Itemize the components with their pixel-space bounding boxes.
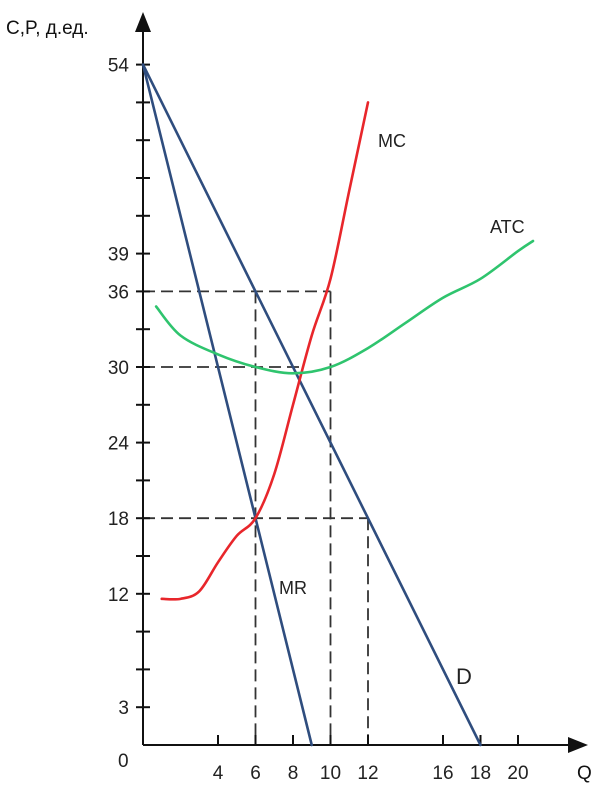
x-tick-label: 18: [470, 763, 491, 784]
y-tick-label: 30: [108, 358, 129, 379]
axes: [135, 12, 588, 753]
series: [141, 63, 535, 747]
x-tick-label: 10: [320, 763, 341, 784]
y-tick-label: 24: [108, 434, 130, 455]
x-tick-label: 6: [250, 763, 261, 784]
origin-label: 0: [118, 751, 129, 772]
y-tick-label: 12: [108, 585, 129, 606]
labels: C,P, д.ед. Q 0 MC ATC MR D 3 12 18 24 30 36 39…: [6, 18, 592, 784]
series-label-mc: MC: [378, 131, 406, 151]
x-tick-label: 16: [432, 763, 453, 784]
y-tick-label: 18: [108, 509, 129, 530]
series-label-d: D: [456, 664, 472, 689]
y-tick-label: 39: [108, 245, 129, 266]
y-axis-arrow: [135, 12, 151, 32]
x-tick-label: 4: [213, 763, 224, 784]
y-axis-title: C,P, д.ед.: [6, 18, 89, 39]
x-axis-title: Q: [577, 763, 592, 784]
y-tick-label: 36: [108, 282, 129, 303]
x-tick-label: 20: [507, 763, 528, 784]
ticks: [136, 63, 519, 745]
series-line-mr: [141, 63, 314, 747]
series-label-atc: ATC: [490, 217, 525, 237]
x-tick-label: 8: [288, 763, 299, 784]
x-tick-label: 12: [357, 763, 378, 784]
series-line-atc: [154, 239, 535, 375]
y-tick-label: 3: [118, 698, 129, 719]
series-label-mr: MR: [279, 578, 307, 598]
x-axis-arrow: [568, 737, 588, 753]
series-line-mc: [160, 101, 370, 601]
y-tick-label: 54: [108, 56, 130, 77]
series-line-d: [141, 63, 482, 747]
